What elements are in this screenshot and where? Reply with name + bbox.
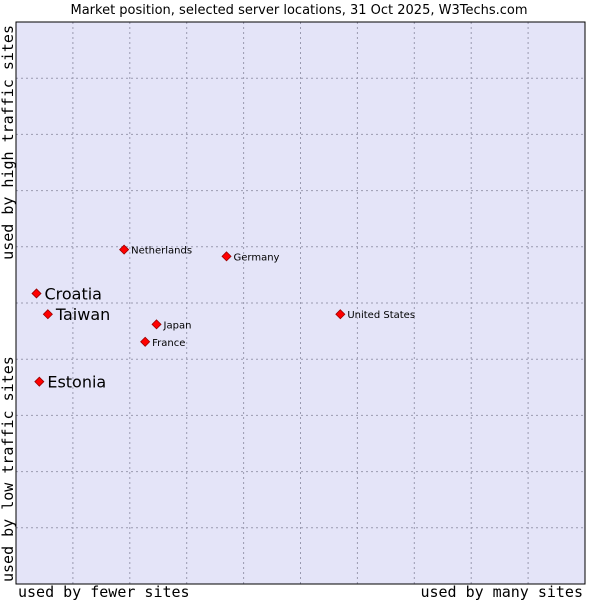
point-croatia: Croatia <box>31 284 102 303</box>
point-marker <box>221 251 232 262</box>
point-marker <box>119 244 130 255</box>
x-axis-label-left: used by fewer sites <box>18 583 190 600</box>
point-marker <box>31 288 42 299</box>
point-label: Estonia <box>47 373 106 392</box>
point-japan: Japan <box>151 319 192 331</box>
point-marker <box>42 309 53 320</box>
point-marker <box>140 336 151 347</box>
point-label: France <box>152 338 185 349</box>
point-taiwan: Taiwan <box>42 305 110 324</box>
point-label: Croatia <box>44 284 102 303</box>
y-axis-label-bottom: used by low traffic sites <box>0 356 17 582</box>
point-france: France <box>140 336 185 349</box>
point-label: United States <box>347 310 415 321</box>
point-united-states: United States <box>335 309 415 321</box>
point-netherlands: Netherlands <box>119 244 192 257</box>
chart-title: Market position, selected server locatio… <box>70 3 527 18</box>
point-marker <box>34 376 45 387</box>
point-label: Taiwan <box>55 305 110 324</box>
point-label: Germany <box>234 252 280 263</box>
point-label: Japan <box>163 320 192 331</box>
point-marker <box>335 309 346 320</box>
grid-lines <box>16 22 585 584</box>
plot-frame <box>15 21 586 585</box>
point-estonia: Estonia <box>34 373 106 392</box>
y-axis-label-top: used by high traffic sites <box>0 25 17 260</box>
data-points: Netherlands Germany Croatia Taiwan United St… <box>31 244 415 392</box>
x-axis-label-right: used by many sites <box>420 583 583 600</box>
point-marker <box>151 319 162 330</box>
point-germany: Germany <box>221 251 280 263</box>
point-label: Netherlands <box>131 246 192 257</box>
